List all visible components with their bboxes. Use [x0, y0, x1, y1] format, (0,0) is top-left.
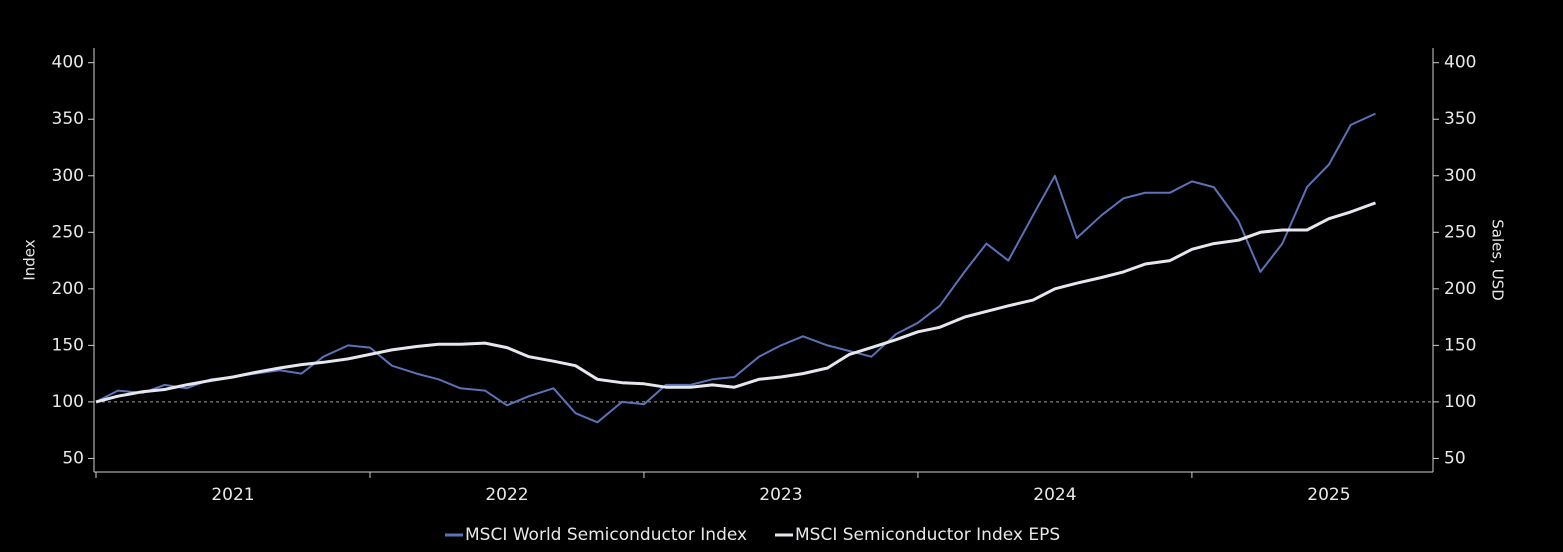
y2-tick-label: 250 [1444, 222, 1476, 242]
y2-tick-label: 50 [1444, 448, 1466, 468]
y2-tick-label: 100 [1444, 392, 1476, 412]
series-line [95, 112, 1376, 424]
y-tick-label: 150 [52, 335, 84, 355]
y-tick-label: 50 [62, 448, 84, 468]
y2-tick-label: 150 [1444, 335, 1476, 355]
x-tick-label: 2023 [759, 485, 802, 505]
y2-tick-label: 200 [1444, 279, 1476, 299]
legend-label: MSCI Semiconductor Index EPS [795, 525, 1060, 545]
y-tick-label: 100 [52, 392, 84, 412]
y2-tick-label: 400 [1444, 53, 1476, 73]
y-axis-title: Index [21, 239, 39, 280]
y2-axis-title: Sales, USD [1489, 219, 1507, 301]
x-tick-label: 2022 [485, 485, 528, 505]
y2-tick-label: 300 [1444, 166, 1476, 186]
y-tick-label: 250 [52, 222, 84, 242]
x-tick-label: 2024 [1033, 485, 1076, 505]
y-tick-label: 400 [52, 53, 84, 73]
legend-label: MSCI World Semiconductor Index [465, 525, 747, 545]
x-tick-label: 2025 [1307, 485, 1350, 505]
y-tick-label: 200 [52, 279, 84, 299]
x-tick-label: 2021 [211, 485, 254, 505]
y-tick-label: 300 [52, 166, 84, 186]
series-line [95, 201, 1377, 404]
y-tick-label: 350 [52, 109, 84, 129]
y2-tick-label: 350 [1444, 109, 1476, 129]
